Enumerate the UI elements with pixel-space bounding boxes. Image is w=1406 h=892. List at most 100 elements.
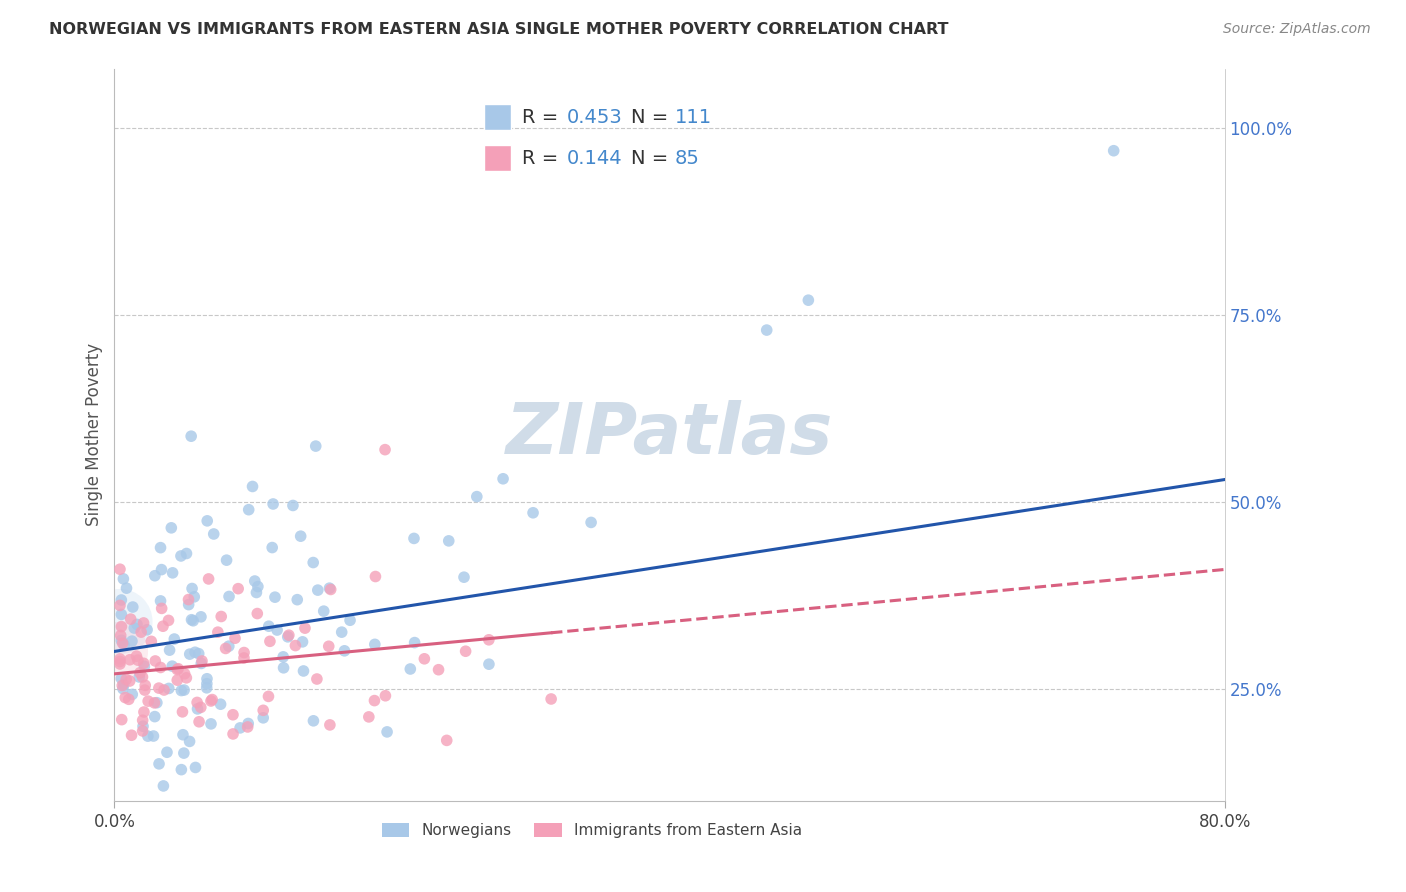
Point: [245, 585, 267, 599]
Point: [233, 646, 256, 660]
Point: [180, 429, 202, 443]
Point: [179, 647, 201, 661]
Point: [312, 604, 335, 618]
Point: [120, 612, 142, 626]
Point: [188, 714, 211, 729]
Point: [132, 719, 155, 733]
Point: [187, 647, 209, 661]
Point: [134, 659, 156, 673]
Point: [294, 621, 316, 635]
Point: [108, 562, 131, 576]
Point: [111, 679, 134, 693]
Text: NORWEGIAN VS IMMIGRANTS FROM EASTERN ASIA SINGLE MOTHER POVERTY CORRELATION CHAR: NORWEGIAN VS IMMIGRANTS FROM EASTERN ASI…: [49, 22, 949, 37]
Point: [108, 615, 131, 629]
Point: [427, 663, 450, 677]
Point: [262, 541, 284, 555]
Point: [111, 713, 134, 727]
Point: [118, 673, 141, 688]
Point: [114, 690, 136, 705]
Point: [108, 652, 131, 666]
Point: [363, 693, 385, 707]
Point: [478, 632, 501, 647]
Point: [243, 574, 266, 588]
Point: [318, 581, 340, 595]
Point: [152, 619, 174, 633]
Point: [190, 700, 212, 714]
Point: [157, 681, 180, 696]
Point: [180, 613, 202, 627]
Point: [129, 625, 152, 640]
Point: [150, 563, 173, 577]
Point: [146, 696, 169, 710]
Point: [112, 678, 135, 692]
Point: [173, 746, 195, 760]
Point: [305, 439, 328, 453]
Point: [131, 723, 153, 738]
Legend: Norwegians, Immigrants from Eastern Asia: Norwegians, Immigrants from Eastern Asia: [375, 817, 808, 845]
Point: [399, 662, 422, 676]
Point: [153, 683, 176, 698]
Point: [143, 568, 166, 582]
Point: [136, 729, 159, 743]
Point: [167, 662, 190, 676]
Point: [110, 593, 132, 607]
Point: [173, 683, 195, 698]
Point: [110, 607, 132, 622]
Point: [374, 442, 396, 457]
Point: [160, 521, 183, 535]
Point: [333, 644, 356, 658]
Point: [319, 582, 342, 597]
Point: [110, 672, 132, 686]
Point: [121, 687, 143, 701]
Point: [307, 583, 329, 598]
Point: [277, 628, 299, 642]
Point: [233, 651, 256, 665]
Point: [281, 499, 304, 513]
Point: [201, 692, 224, 706]
Point: [339, 613, 361, 627]
Point: [184, 760, 207, 774]
Point: [184, 645, 207, 659]
Point: [207, 625, 229, 640]
Point: [159, 643, 181, 657]
Point: [112, 638, 135, 652]
Point: [214, 641, 236, 656]
Point: [181, 582, 204, 596]
Point: [176, 547, 198, 561]
Point: [132, 657, 155, 671]
Point: [246, 580, 269, 594]
Point: [160, 659, 183, 673]
Point: [404, 635, 426, 649]
Point: [195, 672, 218, 686]
Point: [186, 702, 208, 716]
Point: [132, 615, 155, 630]
Point: [148, 756, 170, 771]
Point: [110, 619, 132, 633]
Point: [246, 607, 269, 621]
Point: [364, 569, 387, 583]
Point: [108, 657, 131, 671]
Point: [402, 532, 425, 546]
Point: [110, 628, 132, 642]
Point: [125, 617, 148, 632]
Point: [118, 653, 141, 667]
Point: [172, 705, 194, 719]
Point: [141, 634, 163, 648]
Point: [143, 654, 166, 668]
Point: [330, 625, 353, 640]
Point: [540, 692, 562, 706]
Point: [364, 637, 387, 651]
Point: [134, 683, 156, 698]
Point: [112, 572, 135, 586]
Point: [357, 710, 380, 724]
Point: [436, 733, 458, 747]
Point: [257, 690, 280, 704]
Point: [152, 779, 174, 793]
Point: [156, 745, 179, 759]
Point: [166, 663, 188, 677]
Point: [177, 598, 200, 612]
Point: [111, 681, 134, 696]
Point: [238, 716, 260, 731]
Point: [128, 670, 150, 684]
Point: [266, 623, 288, 637]
